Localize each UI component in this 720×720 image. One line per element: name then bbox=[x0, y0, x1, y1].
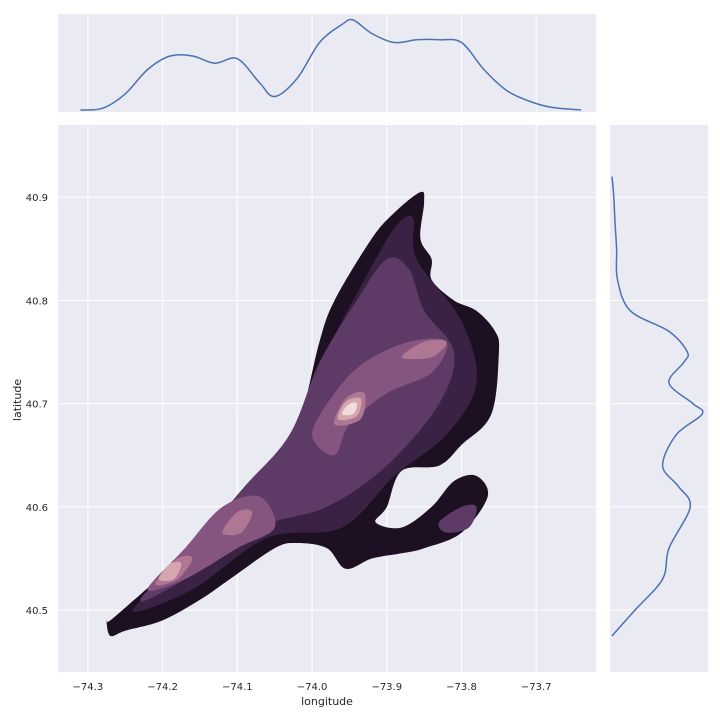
x-tick-label: −74.1 bbox=[222, 682, 253, 693]
x-tick-label: −73.8 bbox=[446, 682, 477, 693]
x-tick-label: −74.0 bbox=[297, 682, 328, 693]
top-marginal-kde bbox=[80, 18, 582, 111]
density-contour-level-4 bbox=[222, 509, 253, 536]
right-marginal-kde bbox=[611, 176, 704, 637]
density-contour-level-5 bbox=[158, 561, 182, 582]
y-tick-label: 40.9 bbox=[26, 193, 48, 204]
x-tick-label: −73.7 bbox=[521, 682, 552, 693]
density-contours bbox=[106, 191, 500, 637]
y-tick-label: 40.5 bbox=[26, 606, 48, 617]
density-contour-level-6 bbox=[341, 402, 358, 416]
density-contour-level-3 bbox=[312, 338, 448, 456]
tick-labels: −74.3 −74.2 −74.1 −74.0 −73.9 −73.8 −73.7 40.5 4… bbox=[26, 193, 552, 693]
density-contour-level-2 bbox=[438, 504, 477, 533]
x-tick-label: −74.2 bbox=[147, 682, 178, 693]
right-marginal-background bbox=[610, 125, 708, 672]
top-marginal-curve bbox=[80, 18, 582, 111]
top-marginal-background bbox=[58, 14, 596, 112]
y-tick-label: 40.6 bbox=[26, 503, 48, 514]
x-tick-label: −74.3 bbox=[73, 682, 104, 693]
right-marginal-curve bbox=[611, 176, 704, 637]
y-tick-label: 40.7 bbox=[26, 400, 48, 411]
density-contour-level-2 bbox=[140, 257, 455, 602]
x-axis-label: longitude bbox=[301, 695, 353, 708]
y-axis-label: latitude bbox=[11, 379, 24, 421]
y-tick-label: 40.8 bbox=[26, 296, 48, 307]
density-contour-level-4 bbox=[401, 339, 447, 360]
x-tick-label: −73.9 bbox=[371, 682, 402, 693]
